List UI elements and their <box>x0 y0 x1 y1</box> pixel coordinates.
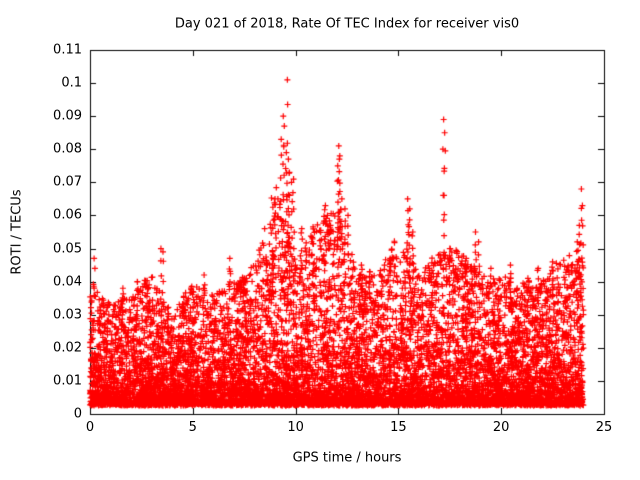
x-tick-label: 0 <box>85 420 95 435</box>
y-tick-label: 0.04 <box>53 274 82 290</box>
x-tick-label: 20 <box>492 420 510 435</box>
y-tick-label: 0.05 <box>53 241 82 257</box>
y-tick-label: 0.03 <box>53 307 82 323</box>
chart-title: Day 021 of 2018, Rate Of TEC Index for r… <box>174 16 520 32</box>
x-tick-label: 15 <box>390 420 407 435</box>
y-tick-label: 0.06 <box>53 207 82 223</box>
y-tick-label: 0.08 <box>53 141 82 157</box>
y-tick-label: 0.01 <box>53 373 82 389</box>
y-tick-label: 0.1 <box>61 75 82 91</box>
y-tick-label: 0.02 <box>53 340 82 356</box>
x-tick-label: 5 <box>188 420 197 435</box>
y-tick-label: 0 <box>73 406 82 422</box>
y-tick-label: 0.11 <box>53 42 82 58</box>
x-tick-label: 10 <box>287 420 304 435</box>
y-axis-title: ROTI / TECUs <box>9 189 25 275</box>
x-axis-title: GPS time / hours <box>292 450 402 466</box>
y-tick-label: 0.07 <box>53 174 82 190</box>
y-tick-label: 0.09 <box>53 108 82 124</box>
x-tick-label: 25 <box>595 420 613 435</box>
